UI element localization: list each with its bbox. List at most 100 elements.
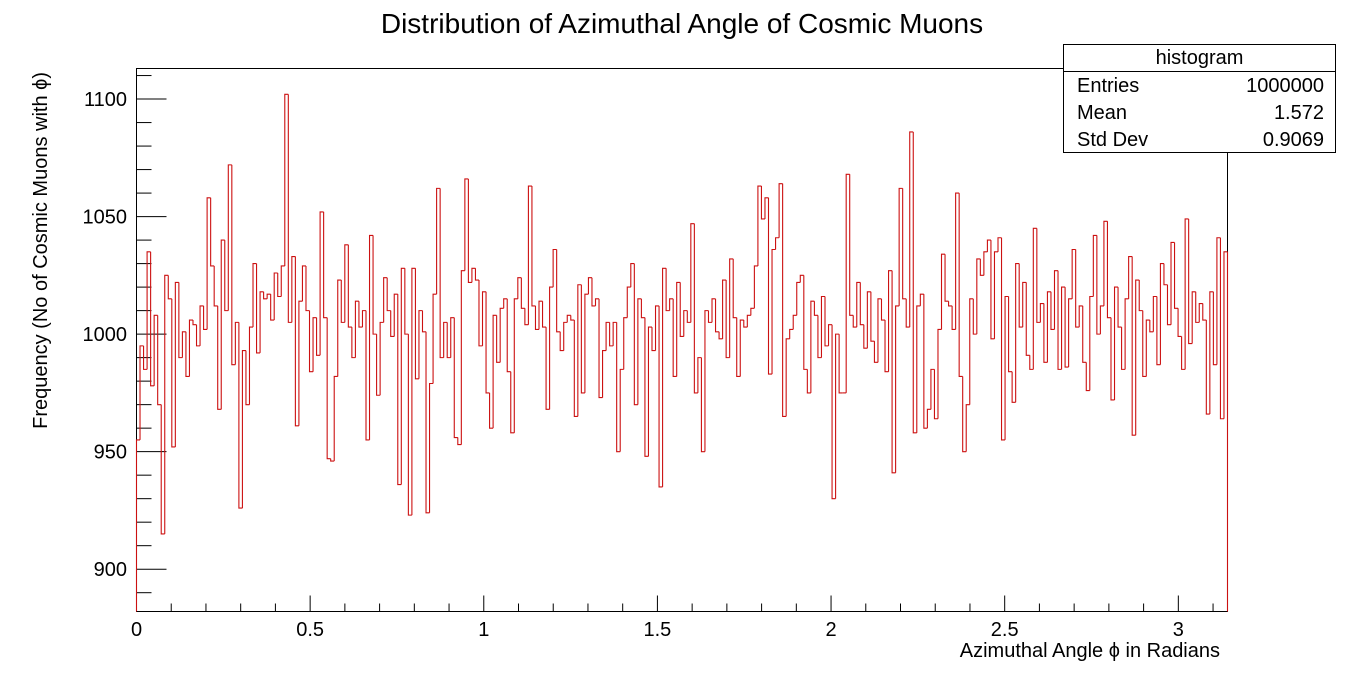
- x-tick-label: 1: [478, 619, 489, 641]
- y-tick-label: 1050: [83, 207, 128, 229]
- histogram-bar: [570, 315, 575, 321]
- histogram-bar: [916, 305, 921, 433]
- histogram-bar: [531, 186, 536, 307]
- histogram-bar: [859, 282, 864, 326]
- chart-title: Distribution of Azimuthal Angle of Cosmi…: [381, 8, 983, 39]
- histogram-bar: [863, 324, 868, 349]
- histogram-bar: [1061, 286, 1066, 370]
- histogram-bar: [199, 305, 204, 346]
- y-tick-label: 900: [94, 559, 127, 581]
- histogram-bar: [386, 277, 391, 312]
- histogram-bar: [933, 369, 938, 420]
- histogram-bar: [771, 248, 776, 375]
- histogram-bar: [1124, 298, 1129, 370]
- histogram-bar: [340, 280, 345, 323]
- histogram-bar: [580, 284, 585, 394]
- histogram-bar: [439, 188, 444, 359]
- histogram-bar: [672, 298, 677, 377]
- histogram-bar: [227, 164, 232, 311]
- histogram-bar: [418, 310, 423, 379]
- histogram-bar: [619, 368, 624, 452]
- histogram-bar: [856, 281, 861, 328]
- histogram-bar: [1064, 287, 1069, 368]
- histogram-bar: [707, 310, 713, 323]
- histogram-bar: [612, 321, 617, 346]
- histogram-bar: [1145, 319, 1150, 377]
- histogram-bar: [241, 350, 246, 509]
- histogram-bar: [160, 404, 165, 535]
- histogram-bar: [277, 273, 282, 298]
- histogram-bar: [238, 322, 243, 509]
- histogram-bar: [171, 298, 176, 448]
- histogram-bar: [280, 265, 285, 297]
- histogram-bar: [181, 331, 186, 358]
- histogram-bar: [1156, 296, 1161, 366]
- stats-box: histogram Entries 1000000 Mean 1.572 Std…: [1063, 44, 1336, 153]
- histogram-bar: [764, 197, 769, 219]
- histogram-bar: [743, 320, 748, 328]
- histogram-bar: [213, 265, 218, 307]
- histogram-bar: [326, 317, 331, 460]
- histogram-bar: [870, 291, 875, 342]
- histogram-bar: [852, 315, 857, 328]
- histogram-bar: [256, 263, 261, 354]
- histogram-bar: [432, 293, 437, 384]
- histogram-bar: [891, 270, 896, 474]
- histogram-bar: [725, 280, 730, 359]
- histogram-bar: [524, 308, 529, 326]
- histogram-bar: [379, 321, 384, 396]
- histogram-bar: [1202, 303, 1207, 321]
- histogram-bar: [1075, 249, 1080, 328]
- histogram-bar: [1212, 291, 1217, 366]
- histogram-bar: [390, 310, 395, 338]
- histogram-bar: [831, 324, 836, 500]
- histogram-bar: [1036, 228, 1041, 323]
- histogram-bar: [563, 321, 568, 351]
- histogram-bar: [965, 404, 970, 452]
- histogram-bar: [736, 317, 741, 377]
- histogram-bar: [665, 268, 670, 312]
- histogram-bar: [997, 237, 1002, 252]
- histogram-bar: [658, 305, 663, 488]
- histogram-bar: [421, 310, 427, 333]
- x-tick-label: 3: [1173, 619, 1184, 641]
- histogram-bar: [993, 251, 998, 339]
- histogram-bar: [351, 327, 356, 359]
- histogram-bar: [1198, 303, 1203, 323]
- histogram-bar: [1184, 218, 1189, 370]
- histogram-bar: [460, 270, 465, 445]
- histogram-bar: [164, 274, 169, 534]
- histogram-bar: [397, 294, 402, 486]
- histogram-bar: [556, 249, 561, 333]
- histogram-bar: [835, 333, 840, 499]
- histogram-bar: [210, 197, 215, 267]
- stats-row-stddev: Std Dev 0.9069: [1064, 127, 1335, 153]
- histogram-bar: [496, 315, 501, 363]
- histogram-bar: [767, 197, 773, 375]
- histogram-bar: [577, 284, 582, 417]
- histogram-bar: [436, 187, 441, 295]
- histogram-bar: [217, 305, 222, 410]
- histogram-bar: [372, 235, 377, 335]
- histogram-bar: [425, 331, 430, 514]
- histogram-bar: [538, 300, 543, 330]
- stats-value: 0.9069: [1262, 129, 1324, 151]
- histogram-bar: [778, 183, 783, 238]
- histogram-bar: [679, 282, 684, 338]
- histogram-bar: [150, 251, 155, 387]
- histogram-bar: [1166, 284, 1172, 326]
- histogram-bar: [1022, 281, 1027, 328]
- histogram-bar: [143, 345, 148, 370]
- histogram-bar: [1131, 256, 1136, 436]
- histogram-bar: [287, 94, 292, 323]
- histogram-bar: [337, 279, 342, 377]
- histogram-bar: [270, 294, 275, 321]
- histogram-bar: [446, 322, 451, 359]
- stats-label: Std Dev: [1077, 129, 1149, 151]
- histogram-bar: [697, 357, 702, 393]
- histogram-bar: [584, 293, 589, 393]
- histogram-bar: [1004, 295, 1009, 440]
- histogram-bar: [534, 305, 539, 330]
- histogram-bar: [206, 197, 211, 330]
- histogram-bar: [940, 253, 946, 330]
